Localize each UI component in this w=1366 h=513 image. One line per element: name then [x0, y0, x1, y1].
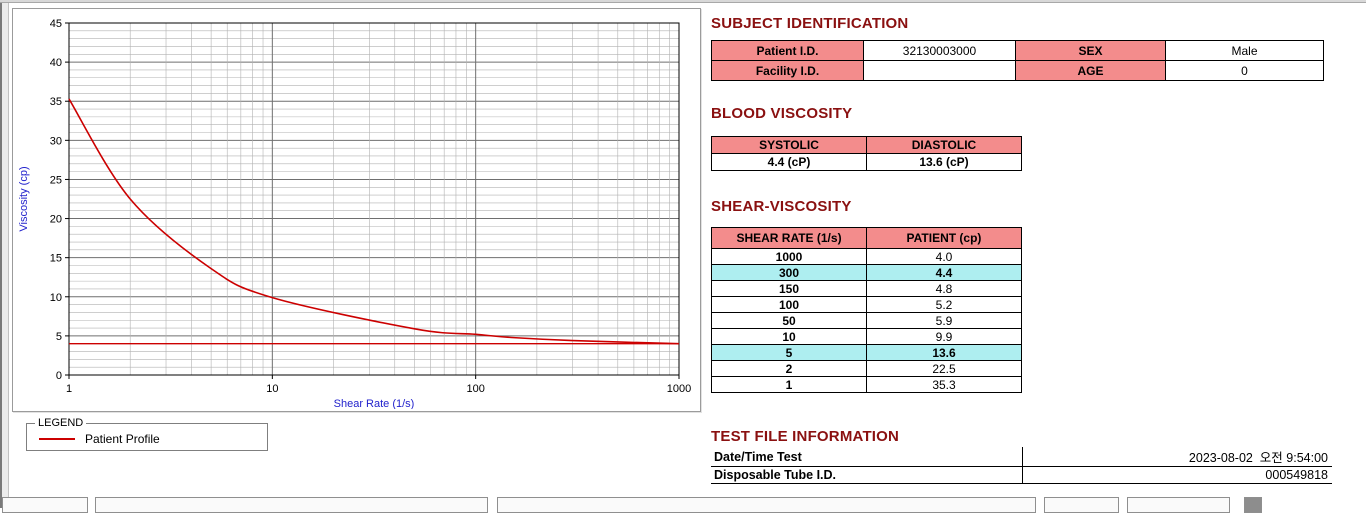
shear-rate-cell: 100: [711, 296, 867, 313]
age-label: AGE: [1015, 60, 1166, 81]
blood-viscosity-table: SYSTOLIC DIASTOLIC 4.4 (cP) 13.6 (cP): [711, 136, 1022, 171]
shear-rate-cell: 1: [711, 376, 867, 393]
x-axis-title: Shear Rate (1/s): [334, 398, 415, 409]
toolbar-button-stub[interactable]: [95, 497, 488, 513]
facility-id-value: [863, 60, 1016, 81]
shear-row: 100 5.2: [711, 296, 1022, 313]
y-tick-label: 35: [50, 96, 62, 108]
shear-rate-cell: 50: [711, 312, 867, 329]
test-file-information-title: TEST FILE INFORMATION: [711, 428, 900, 445]
shear-row: 1 35.3: [711, 376, 1022, 393]
systolic-value: 4.4 (cP): [711, 153, 867, 171]
patient-value-cell: 4.0: [866, 248, 1022, 265]
legend-entry: Patient Profile: [33, 430, 261, 448]
table-header-row: SHEAR RATE (1/s) PATIENT (cp): [711, 227, 1022, 249]
toolbar-button-stub[interactable]: [2, 497, 88, 513]
shear-rate-header: SHEAR RATE (1/s): [711, 227, 867, 249]
patient-value-cell: 35.3: [866, 376, 1022, 393]
x-tick-label: 1: [66, 383, 72, 395]
y-tick-label: 45: [50, 18, 62, 30]
shear-row: 2 22.5: [711, 360, 1022, 377]
viscosity-chart-panel: 0 5 10 15 20 25 30 35 40 45 1 10 100 1000 Shear Rate (…: [12, 8, 701, 412]
chart-legend: LEGEND Patient Profile: [26, 417, 268, 451]
sex-label: SEX: [1015, 40, 1166, 61]
patient-value-cell: 5.9: [866, 312, 1022, 329]
table-header-row: SYSTOLIC DIASTOLIC: [711, 136, 1022, 154]
datetime-test-label: Date/Time Test: [711, 447, 1022, 467]
shear-row: 150 4.8: [711, 280, 1022, 297]
systolic-header: SYSTOLIC: [711, 136, 867, 154]
toolbar-button-stub[interactable]: [497, 497, 1036, 513]
sex-value: Male: [1165, 40, 1324, 61]
diastolic-value: 13.6 (cP): [866, 153, 1022, 171]
age-value: 0: [1165, 60, 1324, 81]
y-tick-label: 15: [50, 253, 62, 265]
y-tick-label: 40: [50, 57, 62, 69]
shear-rate-cell: 10: [711, 328, 867, 345]
y-tick-label: 25: [50, 174, 62, 186]
patient-profile-curve: [68, 98, 680, 345]
disposable-tube-id-value: 000549818: [1021, 466, 1332, 484]
x-tick-label: 1000: [667, 383, 691, 395]
shear-row: 10 9.9: [711, 328, 1022, 345]
patient-id-label: Patient I.D.: [711, 40, 864, 61]
y-tick-label: 20: [50, 214, 62, 226]
y-tick-label: 30: [50, 135, 62, 147]
subject-identification-table: Patient I.D. 32130003000 SEX Male Facili…: [711, 40, 1324, 81]
y-axis-title: Viscosity (cp): [18, 166, 30, 231]
shear-row: 300 4.4: [711, 264, 1022, 281]
shear-row: 1000 4.0: [711, 248, 1022, 265]
datetime-test-value: 2023-08-02 오전 9:54:00: [1021, 447, 1332, 467]
diastolic-header: DIASTOLIC: [866, 136, 1022, 154]
patient-profile-line-swatch: [39, 438, 75, 440]
table-row: 4.4 (cP) 13.6 (cP): [711, 153, 1022, 171]
shear-row: 50 5.9: [711, 312, 1022, 329]
y-tick-label: 5: [56, 331, 62, 343]
shear-rate-cell: 1000: [711, 248, 867, 265]
y-tick-label: 0: [56, 370, 62, 382]
test-file-information-table: Date/Time Test 2023-08-02 오전 9:54:00 Dis…: [711, 447, 1332, 484]
legend-title: LEGEND: [38, 417, 84, 429]
shear-rate-cell: 2: [711, 360, 867, 377]
blood-viscosity-title: BLOOD VISCOSITY: [711, 105, 853, 122]
table-row: Facility I.D. AGE 0: [711, 60, 1324, 81]
window-top-edge: [0, 0, 1366, 3]
shear-viscosity-table: SHEAR RATE (1/s) PATIENT (cp) 1000 4.0 30…: [711, 227, 1022, 393]
table-row: Disposable Tube I.D. 000549818: [711, 466, 1332, 484]
shear-rate-cell: 300: [711, 264, 867, 281]
toolbar-button-stub[interactable]: [1244, 497, 1262, 513]
toolbar-button-stub[interactable]: [1044, 497, 1119, 513]
patient-value-cell: 9.9: [866, 328, 1022, 345]
shear-viscosity-title: SHEAR-VISCOSITY: [711, 198, 852, 215]
shear-rate-cell: 150: [711, 280, 867, 297]
x-tick-label: 100: [466, 383, 484, 395]
patient-value-cell: 22.5: [866, 360, 1022, 377]
y-tick-label: 10: [50, 292, 62, 304]
table-row: Patient I.D. 32130003000 SEX Male: [711, 40, 1324, 61]
shear-rate-cell: 5: [711, 344, 867, 361]
legend-entry-label: Patient Profile: [85, 432, 160, 446]
patient-value-cell: 4.8: [866, 280, 1022, 297]
toolbar-button-stub[interactable]: [1127, 497, 1230, 513]
shear-row: 5 13.6: [711, 344, 1022, 361]
patient-id-value: 32130003000: [863, 40, 1016, 61]
patient-value-cell: 4.4: [866, 264, 1022, 281]
table-row: Date/Time Test 2023-08-02 오전 9:54:00: [711, 447, 1332, 467]
patient-cp-header: PATIENT (cp): [866, 227, 1022, 249]
x-tick-label: 10: [266, 383, 278, 395]
patient-value-cell: 5.2: [866, 296, 1022, 313]
disposable-tube-id-label: Disposable Tube I.D.: [711, 466, 1022, 484]
window-left-edge: [0, 0, 9, 508]
patient-value-cell: 13.6: [866, 344, 1022, 361]
subject-identification-title: SUBJECT IDENTIFICATION: [711, 15, 909, 32]
viscosity-chart: 0 5 10 15 20 25 30 35 40 45 1 10 100 1000 Shear Rate (…: [18, 18, 691, 409]
facility-id-label: Facility I.D.: [711, 60, 864, 81]
